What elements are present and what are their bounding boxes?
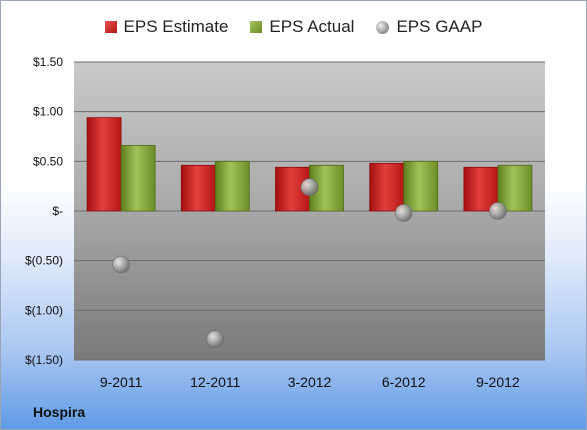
marker-eps-gaap bbox=[300, 178, 319, 196]
legend-item-actual: EPS Actual bbox=[250, 17, 354, 37]
legend: EPS Estimate EPS Actual EPS GAAP bbox=[1, 17, 586, 37]
legend-swatch-estimate bbox=[104, 21, 117, 33]
x-tick-label: 12-2011 bbox=[190, 374, 241, 390]
bar-eps-actual bbox=[403, 160, 439, 212]
legend-item-gaap: EPS GAAP bbox=[376, 17, 482, 37]
legend-label-gaap: EPS GAAP bbox=[396, 17, 483, 36]
marker-eps-gaap bbox=[394, 204, 413, 222]
y-tick-label: $(0.50) bbox=[25, 254, 63, 268]
x-tick-label: 9-2011 bbox=[100, 374, 143, 390]
legend-swatch-actual bbox=[250, 21, 263, 33]
legend-swatch-gaap bbox=[376, 20, 390, 34]
bar-eps-actual bbox=[214, 160, 250, 212]
bar-eps-actual bbox=[497, 164, 533, 212]
bar-eps-estimate bbox=[86, 117, 122, 212]
marker-eps-gaap bbox=[489, 202, 507, 220]
marker-eps-gaap bbox=[206, 330, 225, 348]
bar-eps-estimate bbox=[180, 164, 216, 212]
bar-eps-estimate bbox=[463, 166, 499, 212]
bar-eps-estimate bbox=[369, 162, 405, 212]
x-tick-label: 9-2012 bbox=[476, 374, 520, 390]
legend-item-estimate: EPS Estimate bbox=[104, 17, 229, 37]
bar-eps-actual bbox=[120, 145, 156, 212]
legend-label-actual: EPS Actual bbox=[269, 17, 355, 36]
company-label: Hospira bbox=[33, 404, 86, 420]
marker-eps-gaap bbox=[112, 255, 130, 274]
x-tick-label: 3-2012 bbox=[288, 374, 332, 390]
legend-label-estimate: EPS Estimate bbox=[123, 17, 229, 36]
y-tick-label: $- bbox=[52, 204, 63, 218]
y-tick-label: $1.50 bbox=[33, 55, 63, 69]
y-tick-label: $(1.00) bbox=[25, 303, 63, 317]
x-tick-label: 6-2012 bbox=[382, 374, 426, 390]
y-tick-label: $0.50 bbox=[33, 154, 63, 168]
y-tick-label: $(1.50) bbox=[25, 353, 63, 367]
y-tick-label: $1.00 bbox=[33, 105, 63, 119]
